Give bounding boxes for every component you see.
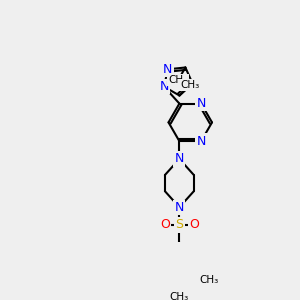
Text: S: S xyxy=(176,218,183,232)
Text: CH₃: CH₃ xyxy=(180,80,199,90)
Text: CH₃: CH₃ xyxy=(170,292,189,300)
Text: CH₃: CH₃ xyxy=(200,275,219,285)
Text: N: N xyxy=(175,152,184,165)
Text: N: N xyxy=(196,135,206,148)
Text: O: O xyxy=(189,218,199,232)
Text: N: N xyxy=(159,80,169,93)
Text: N: N xyxy=(175,201,184,214)
Text: O: O xyxy=(160,218,170,232)
Text: CH₃: CH₃ xyxy=(169,75,188,85)
Text: N: N xyxy=(163,63,172,76)
Text: N: N xyxy=(196,97,206,110)
